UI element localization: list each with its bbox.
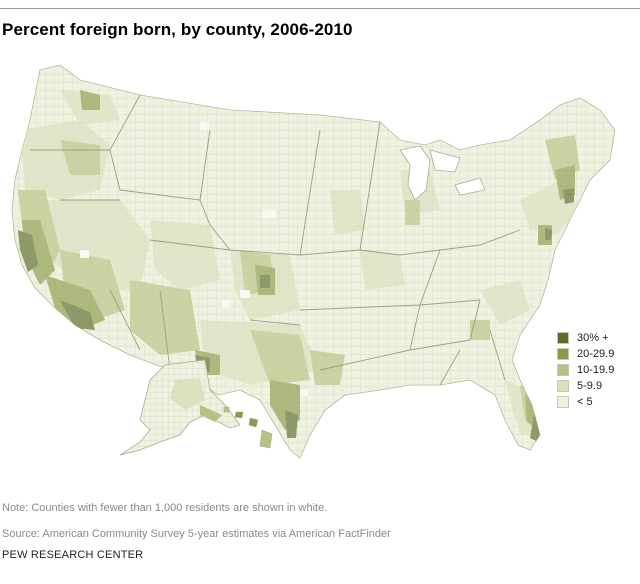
legend-swatch — [557, 364, 569, 376]
contiguous-us — [11, 64, 616, 459]
alaska-outline — [119, 359, 241, 456]
hawaii-island — [259, 429, 273, 449]
legend-swatch — [557, 332, 569, 344]
legend-item-20-29: 20-29.9 — [557, 346, 614, 362]
hawaii-oahu — [234, 411, 244, 419]
hawaii-kauai — [223, 406, 230, 413]
legend-swatch — [557, 396, 569, 408]
hawaii — [223, 406, 273, 449]
legend-swatch — [557, 348, 569, 360]
legend-label: 20-29.9 — [577, 348, 615, 360]
source-line: Source: American Community Survey 5-year… — [2, 528, 391, 540]
legend-item-under-5: < 5 — [557, 394, 614, 410]
us-county-map — [11, 64, 616, 459]
brand-credit: PEW RESEARCH CENTER — [2, 549, 144, 561]
great-lakes — [399, 145, 486, 201]
legend-swatch — [557, 380, 569, 392]
alaska — [119, 359, 241, 456]
legend-item-5-9: 5-9.9 — [557, 378, 614, 394]
chart-title: Percent foreign born, by county, 2006-20… — [2, 20, 353, 39]
hawaii-maui — [248, 417, 259, 428]
legend-label: < 5 — [577, 396, 593, 408]
top-rule — [0, 8, 640, 9]
legend-label: 30% + — [577, 332, 609, 344]
legend-item-10-19: 10-19.9 — [557, 362, 614, 378]
legend-label: 10-19.9 — [577, 364, 615, 376]
state-borders — [30, 94, 521, 386]
legend-item-30-plus: 30% + — [557, 330, 614, 346]
footnote: Note: Counties with fewer than 1,000 res… — [2, 502, 328, 514]
legend-label: 5-9.9 — [577, 380, 603, 392]
legend: 30% + 20-29.9 10-19.9 5-9.9 < 5 — [557, 330, 614, 410]
